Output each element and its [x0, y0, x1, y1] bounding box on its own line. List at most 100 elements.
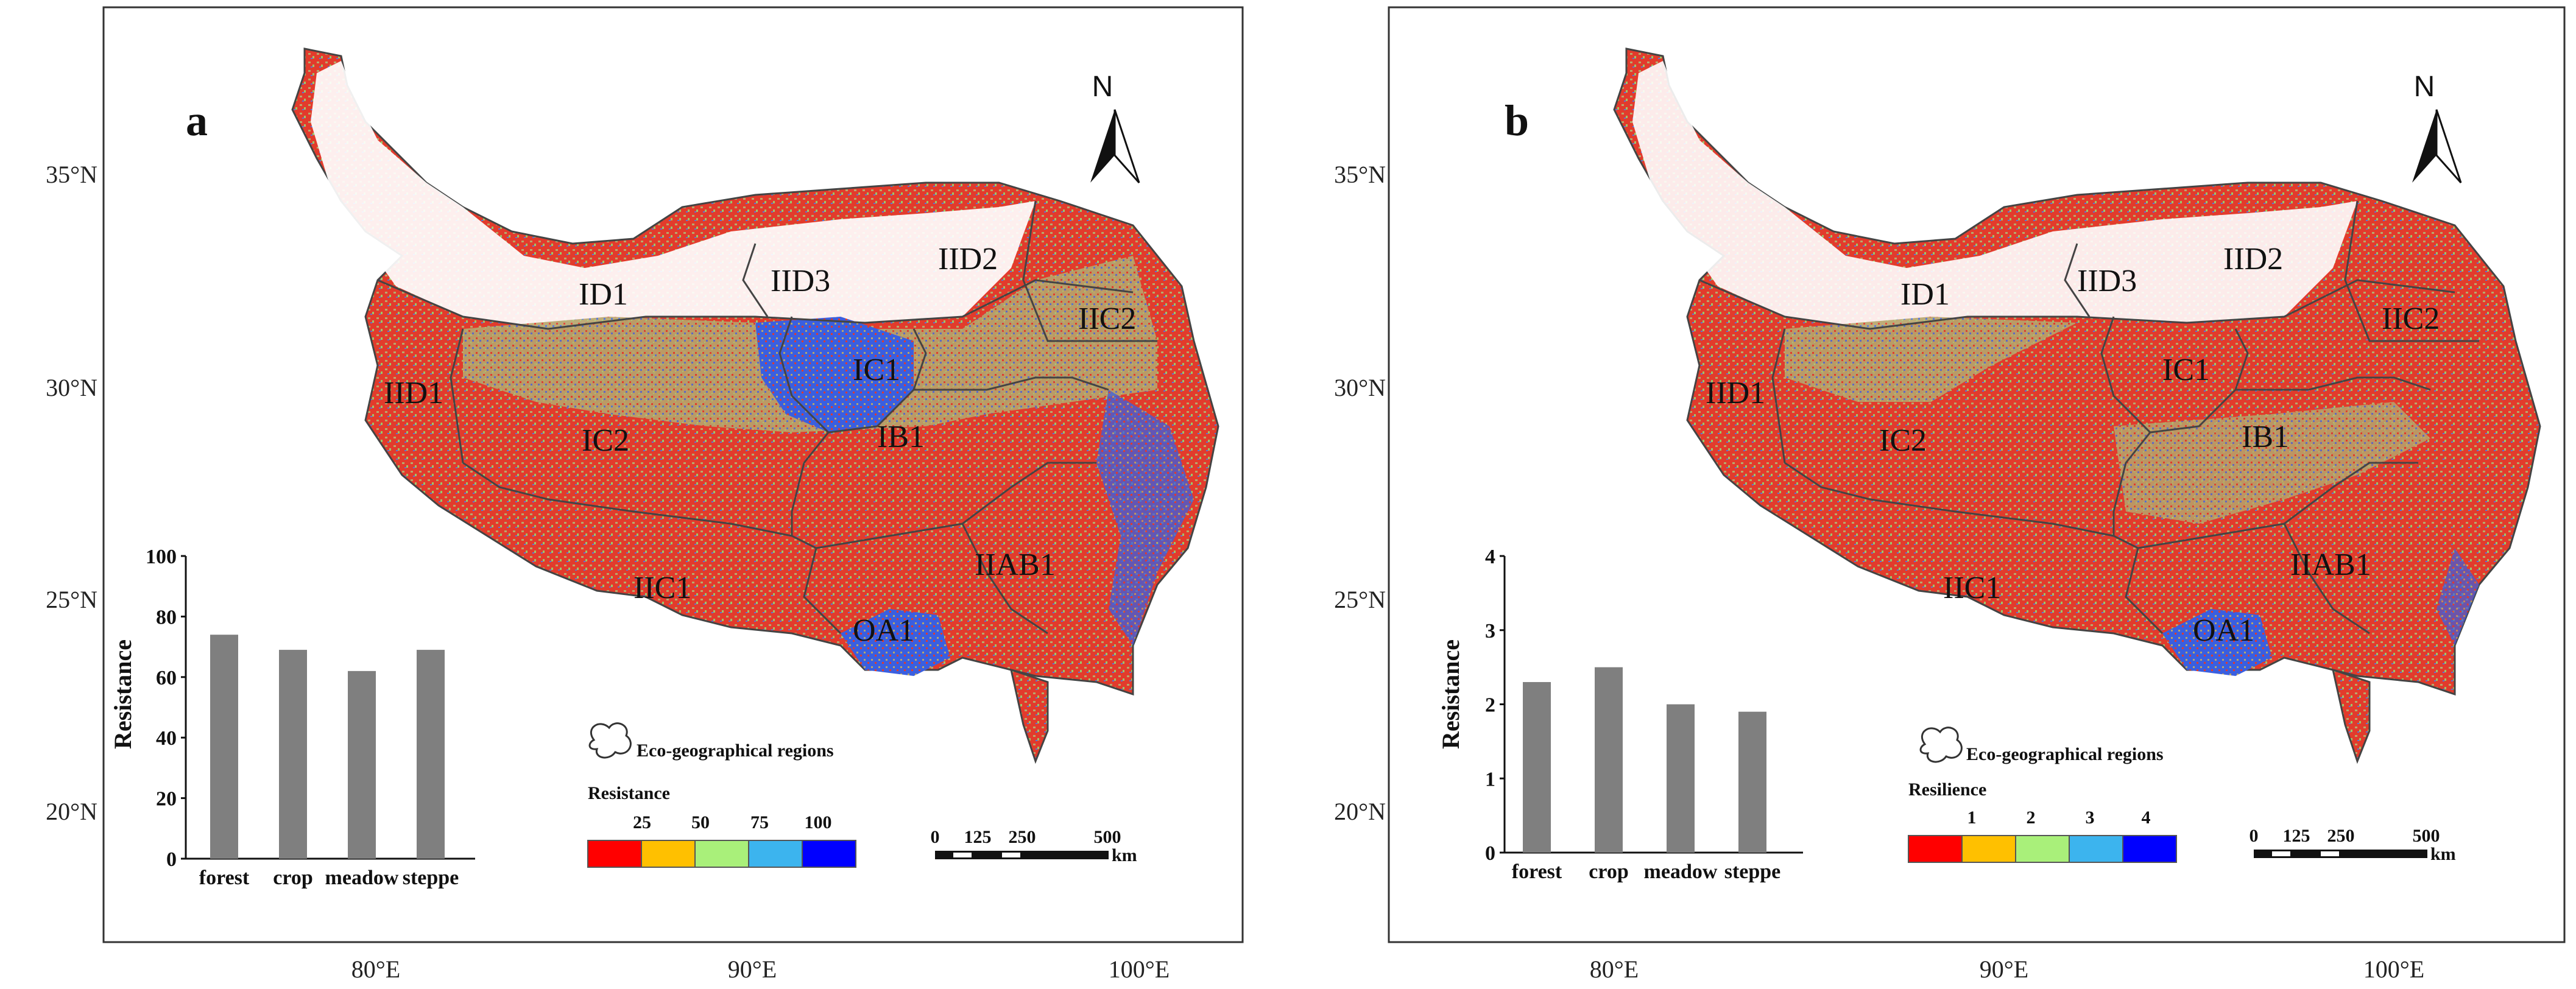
inset-y-tick-label: 4: [1485, 546, 1495, 568]
eastern-blue-area: [2437, 548, 2479, 646]
inset-bar-steppe: [417, 650, 445, 859]
inset-y-tick-label: 2: [1485, 694, 1495, 717]
scale-label: 500: [2413, 826, 2440, 846]
region-label: IC1: [853, 353, 900, 387]
inset-y-tick-label: 0: [166, 848, 177, 871]
legend-tick: 25: [633, 812, 651, 832]
region-label: IIC1: [1943, 571, 2001, 605]
panel-letter: b: [1505, 96, 1529, 145]
scale-label: 125: [2283, 826, 2310, 846]
region-label: ID1: [1900, 277, 1950, 312]
lon-label: 80°E: [351, 956, 400, 983]
inset-y-tick-label: 0: [1485, 842, 1495, 865]
eco-region-boundaries: [377, 200, 1157, 635]
legend-swatch: [1908, 835, 1963, 863]
scale-label: 0: [2250, 826, 2259, 846]
scale-label: 250: [2327, 826, 2355, 846]
region-label: IC1: [2162, 353, 2210, 387]
scale-unit: km: [1112, 845, 1137, 865]
lat-label: 30°N: [46, 374, 97, 401]
region-label: IID1: [1706, 376, 1765, 410]
scale-label: 250: [1009, 827, 1036, 847]
legend-colorbar: [1908, 835, 2177, 863]
legend-swatch: [694, 840, 749, 868]
oa1-blue-patch: [2162, 609, 2272, 676]
inset-category-label: meadow: [325, 867, 399, 889]
legend-swatch: [802, 840, 856, 868]
inset-bar-chart: Resistance 0 20 40 60 80 100 forest crop meadow s…: [109, 546, 475, 889]
inset-y-tick-label: 80: [156, 606, 177, 628]
legend: Eco-geographical regions Resilience 1 2 …: [1908, 727, 2177, 863]
region-label: IIC2: [2382, 301, 2440, 336]
legend-swatch: [2015, 835, 2070, 863]
panel-a: IID2 ID1 IID3 IIC2 IC1 IID1 IC2 IB1 IIAB…: [46, 6, 1244, 983]
lat-label: 25°N: [1334, 586, 1386, 613]
scale-bar: 0 125 250 500 km: [931, 827, 1137, 865]
lon-label: 90°E: [728, 956, 777, 983]
lat-label: 35°N: [1334, 161, 1386, 188]
inset-bar-chart: Resistance 0 1 2 3 4 forest crop meadow steppe: [1437, 546, 1803, 883]
legend-tick: 2: [2027, 808, 2036, 828]
inset-bar-crop: [279, 650, 307, 859]
inset-category-label: crop: [1589, 861, 1628, 883]
inset-bar-steppe: [1738, 711, 1766, 853]
oa1-blue-patch: [841, 609, 950, 676]
map-frame: [1388, 6, 2566, 943]
inset-category-label: crop: [273, 867, 312, 889]
scale-bar: 0 125 250 500 km: [2250, 826, 2456, 864]
northern-white-area: [1632, 61, 2357, 329]
lon-label: 100°E: [2363, 956, 2424, 983]
region-label: ID1: [579, 277, 628, 312]
inset-bar-forest: [210, 635, 238, 859]
lat-label: 25°N: [46, 586, 97, 613]
legend-swatch: [1961, 835, 2016, 863]
north-arrow-label: N: [1092, 71, 1113, 103]
legend-boundary-label: Eco-geographical regions: [637, 741, 834, 761]
region-label: IID3: [2077, 264, 2137, 298]
southern-tail: [2331, 668, 2371, 764]
inset-category-label: forest: [1512, 861, 1562, 883]
southern-tail: [1009, 668, 1049, 764]
inset-category-label: forest: [199, 867, 250, 889]
inset-y-tick-label: 40: [156, 727, 177, 750]
inset-y-label: Resistance: [109, 639, 136, 749]
ic1-blue-patch: [755, 317, 914, 432]
scale-label: 125: [964, 827, 992, 847]
inset-y-tick-label: 3: [1485, 620, 1495, 642]
graticule-labels: 35°N 30°N 25°N 20°N 80°E 90°E 100°E: [1334, 161, 2424, 983]
panel-letter: a: [186, 96, 208, 145]
northern-white-area: [311, 61, 1036, 329]
legend-tick: 4: [2142, 808, 2151, 828]
lon-label: 100°E: [1109, 956, 1170, 983]
map-frame: [102, 6, 1244, 943]
region-label: IB1: [877, 420, 925, 454]
region-label: IID2: [2223, 242, 2283, 276]
panel-b: IID2 ID1 IID3 IIC2 IC1 IID1 IC2 IB1 IIAB…: [1334, 6, 2566, 983]
legend-swatch: [587, 840, 642, 868]
legend-swatch: [641, 840, 696, 868]
scale-unit: km: [2430, 844, 2456, 864]
eco-region-boundary-symbol: [1919, 727, 1963, 763]
legend-swatch: [2122, 835, 2177, 863]
eastern-blue-area: [1096, 390, 1194, 646]
region-label: IID2: [938, 242, 998, 276]
inset-bar-meadow: [1667, 704, 1695, 853]
north-arrow: N: [1090, 71, 1140, 183]
region-label: IIC1: [633, 571, 691, 605]
legend-tick: 100: [805, 812, 832, 832]
region-label: IC2: [582, 423, 629, 458]
inset-y-tick-label: 100: [146, 546, 177, 568]
north-arrow-label: N: [2414, 71, 2435, 103]
inset-y-label: Resistance: [1437, 639, 1464, 749]
lon-label: 90°E: [1980, 956, 2028, 983]
legend-tick: 75: [750, 812, 769, 832]
lat-label: 35°N: [46, 161, 97, 188]
legend-swatch: [2069, 835, 2123, 863]
eco-region-boundary-symbol: [588, 722, 632, 759]
region-label: IID1: [384, 376, 443, 410]
lat-label: 20°N: [46, 798, 97, 825]
region-label: OA1: [853, 613, 914, 648]
graticule-labels: 35°N 30°N 25°N 20°N 80°E 90°E 100°E: [46, 161, 1170, 983]
inset-y-tick-label: 60: [156, 667, 177, 689]
